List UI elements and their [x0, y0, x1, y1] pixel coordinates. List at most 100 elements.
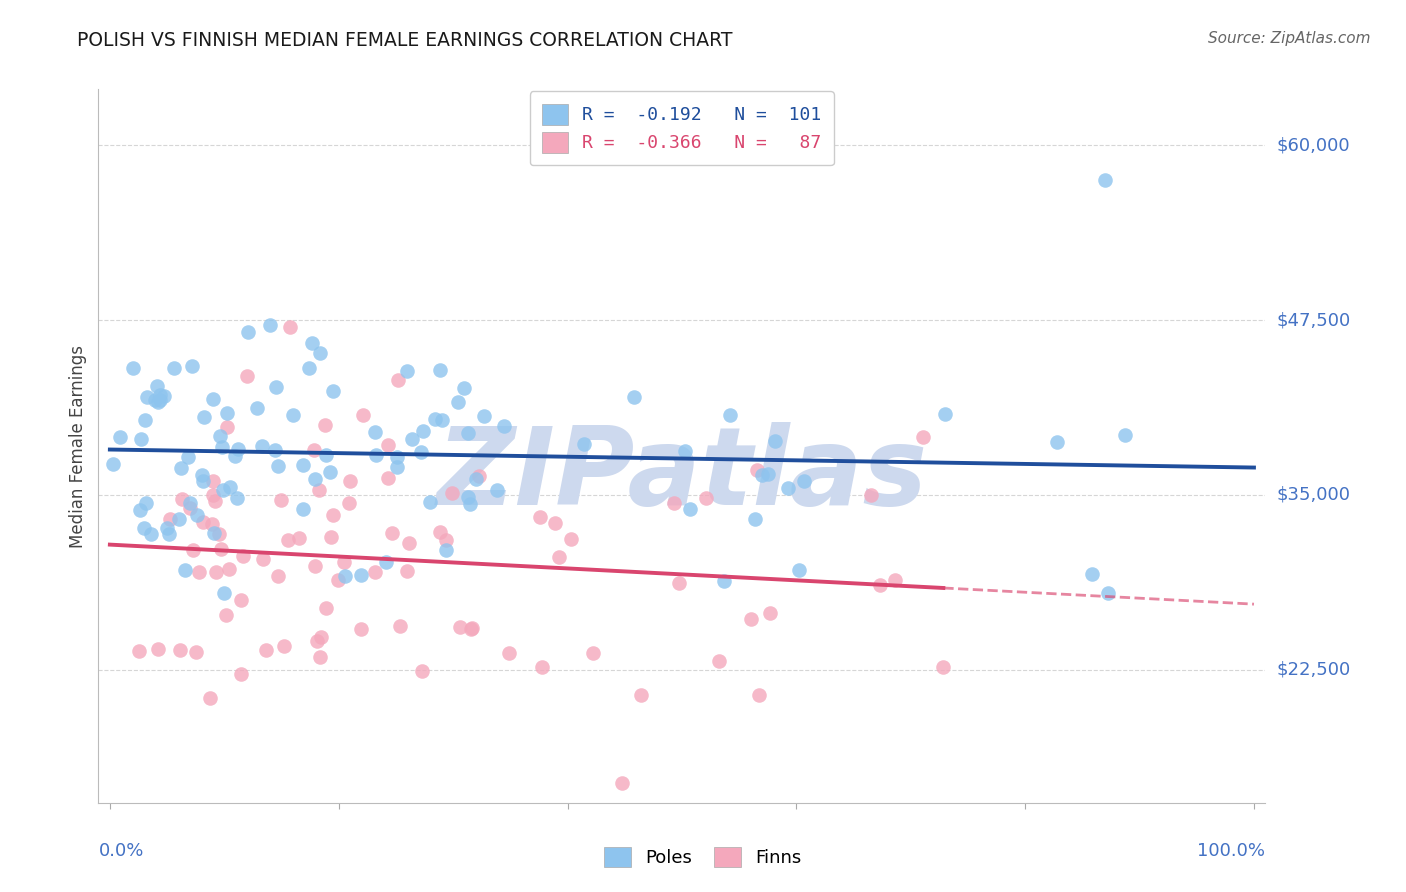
- Text: POLISH VS FINNISH MEDIAN FEMALE EARNINGS CORRELATION CHART: POLISH VS FINNISH MEDIAN FEMALE EARNINGS…: [77, 31, 733, 50]
- Finns: [434, 533, 457, 548]
- Finns: [387, 373, 409, 387]
- Finns: [529, 509, 551, 524]
- Finns: [308, 649, 330, 664]
- Poles: [141, 527, 163, 541]
- Poles: [679, 502, 702, 516]
- Finns: [128, 643, 150, 657]
- Finns: [232, 549, 254, 564]
- Poles: [412, 424, 434, 438]
- Poles: [129, 503, 152, 517]
- Finns: [308, 483, 330, 497]
- Finns: [350, 622, 373, 636]
- Text: 100.0%: 100.0%: [1198, 842, 1265, 860]
- Poles: [430, 413, 453, 427]
- Poles: [673, 443, 696, 458]
- Finns: [184, 645, 207, 659]
- Poles: [1097, 586, 1119, 600]
- Finns: [395, 564, 418, 578]
- Poles: [298, 360, 321, 375]
- Finns: [252, 552, 274, 566]
- Finns: [326, 573, 349, 587]
- Poles: [267, 459, 290, 474]
- Finns: [740, 612, 762, 626]
- Finns: [932, 660, 955, 674]
- Poles: [322, 384, 344, 398]
- Text: $60,000: $60,000: [1277, 136, 1350, 154]
- Poles: [132, 521, 155, 535]
- Poles: [208, 428, 231, 442]
- Finns: [159, 512, 181, 526]
- Poles: [219, 480, 242, 494]
- Finns: [630, 688, 652, 702]
- Poles: [419, 495, 441, 509]
- Finns: [146, 641, 169, 656]
- Poles: [174, 563, 197, 577]
- Finns: [273, 640, 295, 654]
- Poles: [156, 521, 179, 535]
- Poles: [301, 336, 323, 351]
- Finns: [218, 562, 240, 576]
- Poles: [180, 359, 202, 374]
- Poles: [134, 413, 156, 427]
- Poles: [1081, 566, 1104, 581]
- Poles: [623, 390, 645, 404]
- Finns: [869, 578, 891, 592]
- Finns: [389, 619, 412, 633]
- Finns: [381, 525, 404, 540]
- Finns: [339, 474, 361, 488]
- Legend: R =  -0.192   N =  101, R =  -0.366   N =   87: R = -0.192 N = 101, R = -0.366 N = 87: [530, 91, 834, 165]
- Poles: [374, 555, 396, 569]
- Poles: [149, 388, 172, 402]
- Poles: [395, 364, 418, 378]
- Poles: [486, 483, 509, 498]
- Finns: [560, 532, 582, 546]
- Finns: [664, 496, 686, 510]
- Finns: [530, 660, 553, 674]
- Finns: [440, 486, 463, 500]
- Poles: [101, 457, 124, 471]
- Poles: [304, 472, 326, 486]
- Finns: [322, 508, 344, 522]
- Finns: [582, 646, 605, 660]
- Poles: [135, 496, 157, 510]
- Poles: [226, 442, 249, 456]
- Poles: [152, 389, 174, 403]
- Poles: [934, 408, 956, 422]
- Text: 0.0%: 0.0%: [98, 842, 143, 860]
- Poles: [292, 502, 315, 516]
- Finns: [169, 642, 191, 657]
- Poles: [238, 325, 260, 339]
- Poles: [744, 512, 766, 526]
- Finns: [307, 633, 329, 648]
- Finns: [315, 600, 337, 615]
- Finns: [449, 620, 471, 634]
- Poles: [202, 392, 225, 406]
- Finns: [204, 565, 226, 579]
- Poles: [572, 437, 595, 451]
- Finns: [377, 437, 399, 451]
- Poles: [751, 467, 773, 482]
- Text: ZIPatlas: ZIPatlas: [436, 422, 928, 527]
- Poles: [1094, 173, 1116, 187]
- Finns: [911, 430, 934, 444]
- Poles: [460, 497, 482, 511]
- Finns: [208, 527, 231, 541]
- Poles: [146, 379, 169, 393]
- Poles: [366, 448, 388, 462]
- Text: $47,500: $47,500: [1277, 311, 1351, 329]
- Finns: [277, 533, 299, 548]
- Finns: [254, 643, 277, 657]
- Finns: [231, 666, 253, 681]
- Poles: [212, 586, 235, 600]
- Poles: [259, 318, 281, 333]
- Poles: [224, 449, 246, 463]
- Finns: [201, 474, 224, 488]
- Text: Source: ZipAtlas.com: Source: ZipAtlas.com: [1208, 31, 1371, 46]
- Finns: [460, 622, 482, 636]
- Finns: [270, 493, 292, 508]
- Poles: [315, 448, 337, 462]
- Poles: [447, 395, 470, 409]
- Poles: [319, 466, 342, 480]
- Poles: [167, 512, 190, 526]
- Finns: [170, 491, 193, 506]
